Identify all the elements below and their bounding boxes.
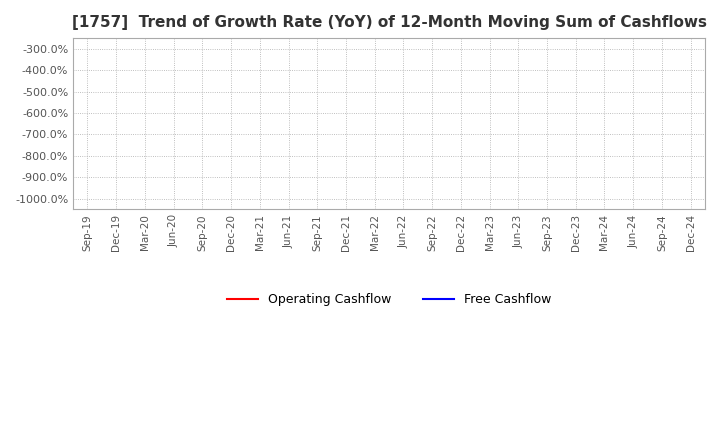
Legend: Operating Cashflow, Free Cashflow: Operating Cashflow, Free Cashflow — [222, 288, 557, 311]
Title: [1757]  Trend of Growth Rate (YoY) of 12-Month Moving Sum of Cashflows: [1757] Trend of Growth Rate (YoY) of 12-… — [71, 15, 706, 30]
